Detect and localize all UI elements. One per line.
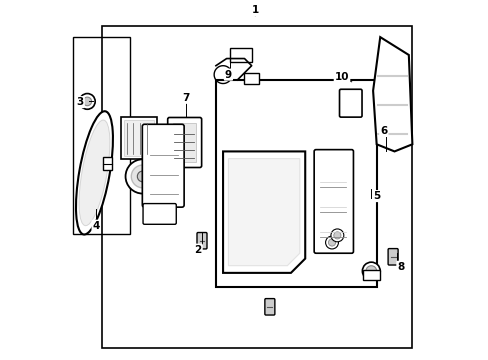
Polygon shape bbox=[228, 158, 299, 266]
Circle shape bbox=[125, 159, 160, 194]
Polygon shape bbox=[223, 152, 305, 273]
Circle shape bbox=[328, 239, 335, 246]
Text: 9: 9 bbox=[224, 69, 231, 80]
Text: 2: 2 bbox=[194, 245, 201, 255]
FancyBboxPatch shape bbox=[339, 89, 361, 117]
FancyBboxPatch shape bbox=[264, 298, 274, 315]
Polygon shape bbox=[372, 37, 411, 152]
Bar bbox=[244, 73, 258, 84]
Ellipse shape bbox=[76, 111, 113, 234]
Ellipse shape bbox=[79, 120, 110, 226]
Text: 1: 1 bbox=[251, 5, 258, 15]
FancyBboxPatch shape bbox=[142, 124, 184, 207]
FancyBboxPatch shape bbox=[197, 233, 206, 249]
FancyBboxPatch shape bbox=[167, 117, 201, 167]
Bar bbox=[102, 157, 111, 170]
Circle shape bbox=[362, 262, 380, 280]
Bar bbox=[102, 26, 411, 348]
Circle shape bbox=[137, 171, 148, 182]
Bar bbox=[173, 123, 196, 162]
Text: 7: 7 bbox=[182, 93, 189, 103]
Circle shape bbox=[330, 229, 343, 242]
Text: 10: 10 bbox=[334, 72, 348, 82]
Circle shape bbox=[333, 232, 340, 239]
Bar bbox=[121, 117, 157, 158]
Circle shape bbox=[83, 97, 91, 106]
Text: 6: 6 bbox=[379, 126, 386, 136]
Bar bbox=[123, 120, 154, 156]
Text: 8: 8 bbox=[397, 262, 404, 272]
Bar bbox=[363, 270, 379, 280]
FancyBboxPatch shape bbox=[387, 249, 397, 265]
Circle shape bbox=[131, 165, 154, 188]
Circle shape bbox=[365, 266, 376, 276]
Circle shape bbox=[325, 236, 338, 249]
Circle shape bbox=[80, 94, 95, 109]
Bar bbox=[230, 48, 251, 62]
Text: 5: 5 bbox=[372, 191, 380, 201]
Bar bbox=[216, 80, 376, 287]
FancyBboxPatch shape bbox=[313, 150, 353, 253]
Text: 4: 4 bbox=[92, 221, 100, 231]
Bar bbox=[73, 37, 130, 234]
Text: 3: 3 bbox=[77, 97, 83, 107]
FancyBboxPatch shape bbox=[143, 203, 176, 224]
